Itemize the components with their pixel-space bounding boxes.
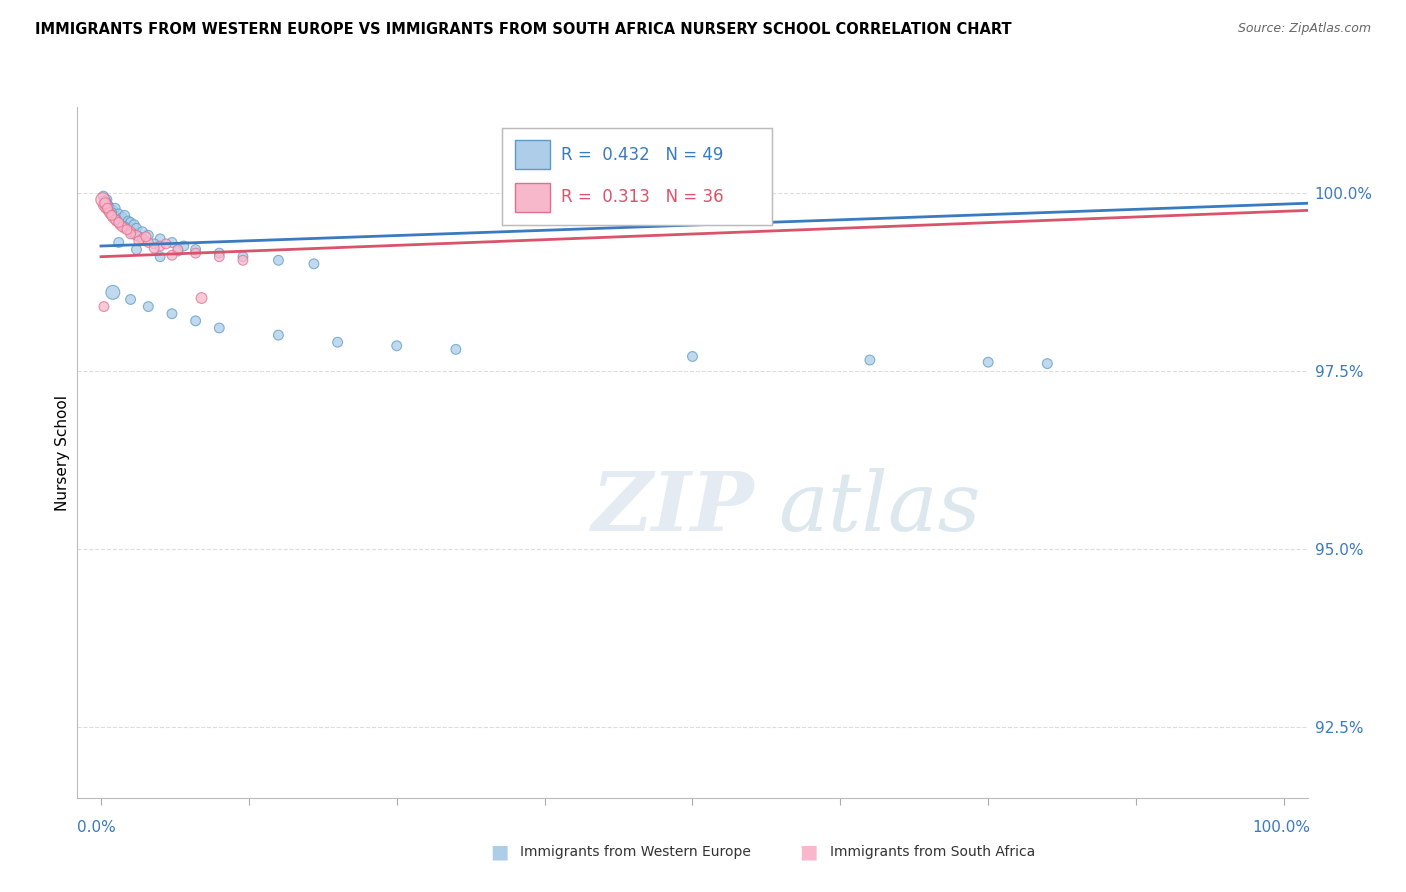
- Point: [977, 355, 1000, 369]
- Point: [120, 227, 142, 241]
- Point: [136, 228, 159, 243]
- Point: [107, 215, 129, 229]
- Point: [385, 339, 408, 353]
- Point: [93, 196, 115, 211]
- Point: [125, 228, 148, 243]
- Point: [107, 235, 129, 250]
- Point: [131, 225, 153, 239]
- Point: [98, 200, 121, 214]
- Point: [97, 203, 120, 218]
- Point: [859, 353, 882, 368]
- Point: [128, 229, 150, 244]
- Point: [105, 212, 128, 227]
- Point: [173, 239, 195, 253]
- Point: [128, 234, 150, 248]
- Text: 0.0%: 0.0%: [77, 821, 117, 835]
- Point: [208, 250, 231, 264]
- Text: Source: ZipAtlas.com: Source: ZipAtlas.com: [1237, 22, 1371, 36]
- Point: [1036, 357, 1059, 371]
- Point: [184, 314, 207, 328]
- Point: [184, 246, 207, 260]
- Point: [120, 293, 142, 307]
- Point: [114, 219, 136, 234]
- Point: [120, 225, 142, 239]
- Point: [149, 250, 172, 264]
- Point: [155, 236, 177, 251]
- Point: [160, 248, 183, 262]
- Point: [184, 243, 207, 257]
- Text: ■: ■: [489, 842, 509, 862]
- Text: atlas: atlas: [779, 468, 981, 548]
- Y-axis label: Nursery School: Nursery School: [55, 394, 70, 511]
- Point: [160, 235, 183, 250]
- Point: [100, 207, 122, 221]
- Text: 100.0%: 100.0%: [1253, 821, 1310, 835]
- Point: [682, 350, 704, 364]
- Point: [135, 229, 157, 244]
- Point: [149, 232, 172, 246]
- Point: [125, 243, 148, 257]
- Point: [136, 235, 159, 250]
- Point: [93, 194, 115, 208]
- Point: [105, 214, 128, 228]
- Point: [114, 208, 136, 222]
- Point: [111, 211, 134, 225]
- Point: [302, 257, 325, 271]
- Point: [125, 221, 148, 235]
- Point: [232, 250, 254, 264]
- Point: [96, 201, 118, 215]
- Point: [143, 236, 166, 251]
- Point: [104, 201, 127, 215]
- Point: [96, 198, 118, 212]
- Point: [267, 328, 290, 343]
- Point: [100, 208, 122, 222]
- Point: [98, 205, 121, 219]
- Point: [190, 291, 212, 305]
- Point: [100, 205, 122, 219]
- Point: [114, 221, 136, 235]
- Text: Immigrants from South Africa: Immigrants from South Africa: [830, 845, 1035, 859]
- Point: [232, 253, 254, 268]
- Point: [167, 243, 190, 257]
- Point: [96, 193, 118, 207]
- Point: [97, 198, 120, 212]
- Point: [111, 219, 134, 234]
- Point: [120, 215, 142, 229]
- Point: [117, 214, 139, 228]
- Point: [160, 307, 183, 321]
- Point: [91, 193, 114, 207]
- Point: [93, 198, 115, 212]
- Point: [208, 246, 231, 260]
- Point: [93, 300, 115, 314]
- Point: [107, 207, 129, 221]
- Point: [122, 218, 145, 232]
- Point: [208, 321, 231, 335]
- Point: [143, 241, 166, 255]
- Point: [167, 244, 190, 258]
- Point: [115, 222, 138, 236]
- Point: [444, 343, 467, 357]
- Text: Immigrants from Western Europe: Immigrants from Western Europe: [520, 845, 751, 859]
- Text: IMMIGRANTS FROM WESTERN EUROPE VS IMMIGRANTS FROM SOUTH AFRICA NURSERY SCHOOL CO: IMMIGRANTS FROM WESTERN EUROPE VS IMMIGR…: [35, 22, 1012, 37]
- Point: [94, 196, 117, 211]
- Point: [108, 218, 131, 232]
- Point: [131, 232, 153, 246]
- Point: [104, 212, 127, 227]
- Point: [94, 201, 117, 215]
- Point: [101, 211, 124, 225]
- Point: [101, 285, 124, 300]
- Point: [93, 189, 115, 203]
- Point: [149, 239, 172, 253]
- Point: [101, 203, 124, 218]
- Point: [136, 300, 159, 314]
- Point: [326, 335, 349, 350]
- Text: ZIP: ZIP: [592, 468, 754, 548]
- Text: ■: ■: [799, 842, 818, 862]
- Point: [267, 253, 290, 268]
- Point: [94, 194, 117, 208]
- Point: [122, 227, 145, 241]
